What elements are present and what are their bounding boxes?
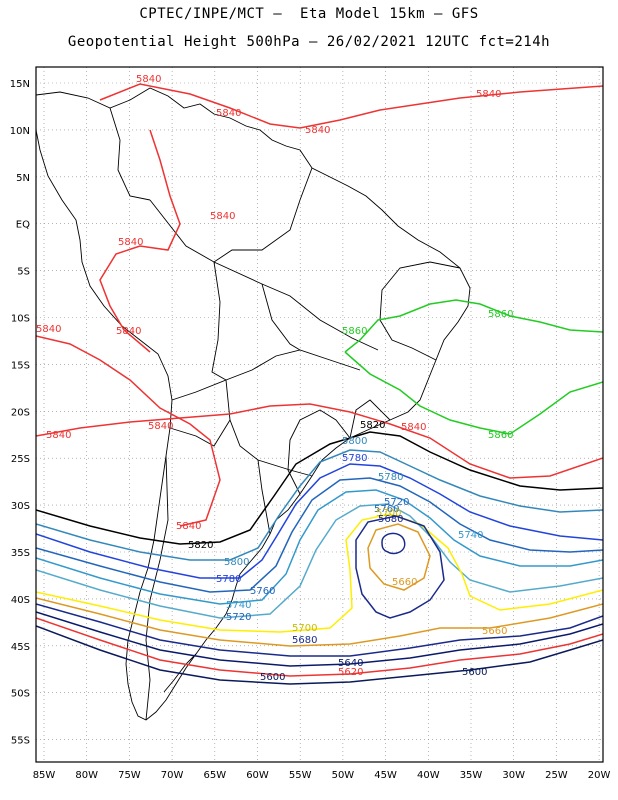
map-frame	[35, 66, 604, 763]
longitude-label: 45W	[374, 770, 397, 781]
longitude-label: 20W	[588, 770, 611, 781]
label-5860: 5860	[488, 430, 513, 441]
label-5840: 5840	[216, 108, 241, 119]
longitude-label: 25W	[545, 770, 568, 781]
label-5620: 5620	[338, 667, 363, 678]
contour-5740	[36, 489, 603, 605]
contour-5840-south	[36, 403, 603, 479]
contour-5600	[36, 625, 603, 685]
contour-5820	[36, 431, 603, 545]
map-title-line2: Geopotential Height 500hPa – 26/02/2021 …	[67, 34, 551, 50]
latitude-label: 25S	[11, 454, 30, 465]
latitude-label: 10S	[11, 314, 30, 325]
label-5840: 5840	[176, 521, 201, 532]
latitude-label: 40S	[11, 595, 30, 606]
contour-5640	[36, 611, 603, 667]
contour-labels: 5860 5860 5860 5840 5840 5840 5840 5840 …	[36, 74, 513, 683]
contour-5660	[36, 597, 603, 647]
label-5840: 5840	[305, 125, 330, 136]
label-5760: 5760	[374, 504, 399, 515]
contour-5680-low	[355, 515, 445, 619]
latitude-label: 50S	[11, 689, 30, 700]
contour-5840-north	[99, 83, 603, 129]
label-5800: 5800	[342, 436, 367, 447]
contour-5780	[36, 463, 603, 579]
longitude-label: 55W	[289, 770, 312, 781]
label-5740: 5740	[226, 600, 251, 611]
label-5800: 5800	[224, 557, 249, 568]
latitude-label: 45S	[11, 642, 30, 653]
label-5840: 5840	[118, 237, 143, 248]
label-5700: 5700	[376, 508, 401, 519]
contour-5840-west	[36, 335, 221, 527]
contour-5640-core	[381, 532, 406, 555]
label-5780: 5780	[378, 472, 403, 483]
label-5600: 5600	[462, 667, 487, 678]
label-5660: 5660	[482, 626, 507, 637]
label-5820: 5820	[360, 420, 385, 431]
label-5860: 5860	[342, 326, 367, 337]
contour-5760	[36, 477, 603, 593]
label-5840: 5840	[46, 430, 71, 441]
label-5840: 5840	[36, 324, 61, 335]
contour-5800	[36, 449, 603, 561]
longitude-label: 35W	[460, 770, 483, 781]
label-5720: 5720	[226, 612, 251, 623]
coastline	[36, 87, 471, 721]
longitude-label: 65W	[203, 770, 226, 781]
longitude-label: 85W	[33, 770, 56, 781]
label-5700: 5700	[292, 623, 317, 634]
map-title-line1: CPTEC/INPE/MCT – Eta Model 15km – GFS	[139, 6, 479, 22]
label-5840: 5840	[116, 326, 141, 337]
label-5820: 5820	[188, 540, 213, 551]
contour-5680	[36, 603, 603, 657]
latitude-label: 55S	[11, 736, 30, 747]
label-5840: 5840	[401, 422, 426, 433]
latitude-label: 30S	[11, 501, 30, 512]
label-5740: 5740	[458, 530, 483, 541]
contour-5860-south	[344, 351, 603, 435]
label-5600: 5600	[260, 672, 285, 683]
longitude-label: 80W	[75, 770, 98, 781]
contour-5840-andes	[99, 129, 181, 353]
label-5760: 5760	[250, 586, 275, 597]
label-5840: 5840	[148, 421, 173, 432]
label-5680: 5680	[378, 514, 403, 525]
label-5780: 5780	[216, 574, 241, 585]
label-5860: 5860	[488, 309, 513, 320]
longitude-label: 40W	[417, 770, 440, 781]
latitude-labels: 15N 10N 5N EQ 5S 10S 15S 20S 25S 30S 35S 40S 45S 50S 5…	[10, 79, 30, 747]
latitude-label: 35S	[11, 548, 30, 559]
latitude-label: 5S	[17, 267, 30, 278]
contour-5860-north	[344, 299, 603, 353]
latitude-label: EQ	[16, 220, 30, 231]
contour-5660-low	[367, 523, 431, 591]
label-5840: 5840	[476, 89, 501, 100]
contour-5720	[36, 503, 603, 619]
label-5840: 5840	[136, 74, 161, 85]
contour-5620	[36, 617, 603, 677]
longitude-label: 60W	[246, 770, 269, 781]
latitude-label: 15N	[10, 79, 30, 90]
longitude-labels: 85W 80W 75W 70W 65W 60W 55W 50W 45W 40W 35W 30W 25W 2…	[33, 770, 611, 781]
latitude-label: 10N	[10, 126, 30, 137]
latitude-label: 20S	[11, 407, 30, 418]
longitude-label: 70W	[161, 770, 184, 781]
label-5640: 5640	[338, 658, 363, 669]
label-5840: 5840	[210, 211, 235, 222]
longitude-label: 50W	[332, 770, 355, 781]
contour-5700	[36, 513, 603, 633]
label-5680: 5680	[292, 635, 317, 646]
label-5780: 5780	[342, 453, 367, 464]
latitude-label: 15S	[11, 360, 30, 371]
latitude-label: 5N	[16, 173, 30, 184]
label-5720: 5720	[384, 497, 409, 508]
longitude-label: 30W	[502, 770, 525, 781]
longitude-label: 75W	[118, 770, 141, 781]
label-5660: 5660	[392, 577, 417, 588]
